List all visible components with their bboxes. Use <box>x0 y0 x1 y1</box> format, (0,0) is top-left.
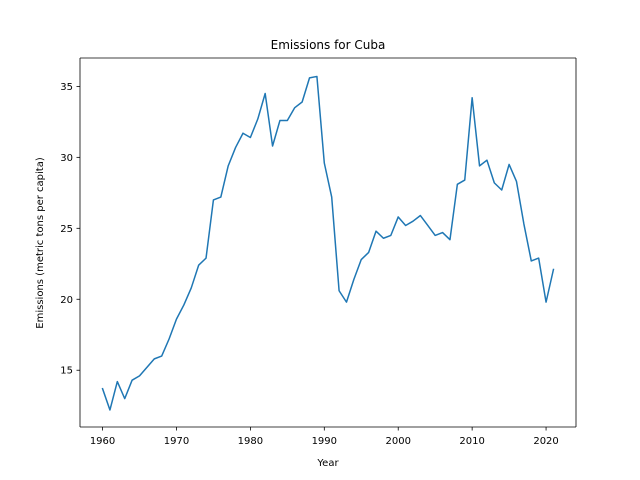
y-tick-label-30: 30 <box>60 153 73 164</box>
x-axis-label: Year <box>316 458 339 469</box>
y-tick-label-35: 35 <box>60 82 73 93</box>
x-tick-label-1980: 1980 <box>238 436 263 447</box>
x-tick-label-2000: 2000 <box>385 436 410 447</box>
x-tick-label-1970: 1970 <box>164 436 189 447</box>
chart-title: Emissions for Cuba <box>271 38 386 52</box>
x-tick-label-2010: 2010 <box>459 436 484 447</box>
series-line-0 <box>101 75 555 411</box>
plot-area: 1960 1970 1980 1990 2000 2010 2020 15 20 25 30 35 <box>60 57 577 447</box>
x-tick-label-1960: 1960 <box>90 436 115 447</box>
y-tick-label-25: 25 <box>60 224 73 235</box>
y-tick-label-20: 20 <box>60 295 73 306</box>
x-tick-label-2020: 2020 <box>533 436 558 447</box>
y-axis-label: Emissions (metric tons per capita) <box>35 157 46 329</box>
x-tick-label-1990: 1990 <box>312 436 337 447</box>
y-tick-label-15: 15 <box>60 366 73 377</box>
